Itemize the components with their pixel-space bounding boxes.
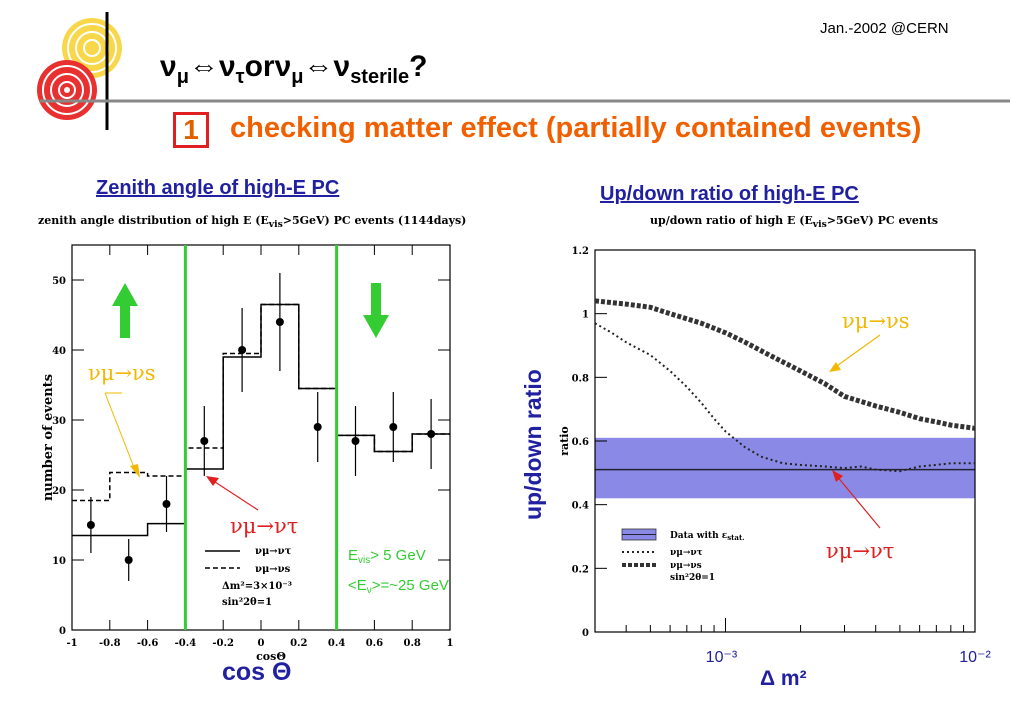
histogram-numu-nus: [72, 303, 450, 502]
data-point: [427, 430, 436, 438]
down-arrow-icon: [363, 283, 389, 338]
data-error-band: [595, 437, 975, 499]
data-point: [124, 556, 133, 564]
right-y-title: up/down ratio: [520, 369, 546, 520]
data-point: [351, 437, 360, 445]
annot-arrow-line: [104, 392, 136, 471]
curve-numu-nus: [594, 298, 976, 431]
x-axis-label: cosΘ: [256, 650, 286, 663]
data-point: [238, 346, 247, 354]
annotation-numu-nus: νμ→νs: [88, 361, 156, 385]
y-tick-label: 0: [59, 626, 66, 637]
right-caption: up/down ratio of high E (Evis>5GeV) PC e…: [650, 214, 939, 231]
x-tick-label: -0.2: [212, 638, 234, 649]
y-tick-label: 10: [52, 556, 66, 567]
up-arrow-icon: [112, 283, 138, 338]
y-tick-label: 0.4: [572, 501, 589, 512]
down-arrow-shaft: [371, 283, 381, 317]
left-caption: zenith angle distribution of high E (Evi…: [38, 214, 467, 231]
annot-tau-arrow-line: [835, 474, 881, 529]
evis-note: Evis> 5 GeV: [348, 547, 426, 566]
x-tick-label: -0.6: [137, 638, 159, 649]
legend-sin2: sin²2θ=1: [670, 573, 715, 583]
up-arrow-shaft: [120, 304, 130, 338]
item-number-box: 1: [173, 112, 209, 148]
x-tick-label: 0.8: [403, 638, 420, 649]
data-point: [86, 521, 95, 529]
y-tick-label: 50: [52, 276, 66, 287]
y-axis-label: ratio: [558, 426, 571, 456]
x-tick-label: 1: [447, 638, 454, 649]
annotation-numu-nutau: νμ→ντ: [230, 514, 298, 538]
y-tick-label: 0.2: [572, 564, 589, 575]
down-arrow-head: [363, 315, 389, 338]
y-tick-label: 0.6: [572, 437, 589, 448]
x-tick-label: 0.2: [290, 638, 307, 649]
y-tick-label: 40: [52, 346, 66, 357]
x-tick-label: -1: [66, 638, 77, 649]
y-axis-label: number of events: [41, 374, 56, 501]
x-tick-label: 10⁻²: [959, 649, 991, 666]
legend-numu-nutau: νμ→ντ: [670, 548, 703, 558]
legend-dm2: Δm²=3×10⁻³: [222, 581, 292, 592]
data-point: [389, 423, 398, 431]
logo-icon: [37, 12, 122, 130]
legend-sin2: sin²2θ=1: [222, 597, 272, 608]
y-tick-label: 0.8: [572, 373, 589, 384]
annot-tau-arrowhead: [206, 476, 219, 486]
x-tick-label: -0.4: [175, 638, 197, 649]
data-point: [200, 437, 209, 445]
data-point: [275, 318, 284, 326]
annot-arrowhead: [130, 464, 140, 478]
x-tick-label: 0.4: [328, 638, 345, 649]
y-tick-label: 1: [582, 310, 589, 321]
legend-numu-nus: νμ→νs: [255, 564, 291, 575]
legend-numu-nutau: νμ→ντ: [255, 546, 292, 557]
y-tick-label: 20: [52, 486, 66, 497]
annot-tau-arrowhead: [832, 470, 843, 482]
left-x-title: cos Θ: [222, 658, 292, 686]
y-tick-label: 30: [52, 416, 66, 427]
left-heading: Zenith angle of high-E PC: [96, 177, 340, 199]
y-tick-label: 1.2: [572, 246, 589, 257]
up-arrow-head: [112, 283, 138, 306]
curve-numu-nutau: [594, 322, 975, 473]
x-tick-label: 0: [258, 638, 265, 649]
y-tick-label: 0: [582, 628, 589, 639]
annot-tau-arrow-line: [211, 479, 259, 511]
legend-numu-nus: νμ→νs: [670, 561, 702, 571]
annot-s-arrow-line: [833, 334, 881, 369]
right-heading: Up/down ratio of high-E PC: [600, 183, 859, 205]
annot-s-arrowhead: [829, 362, 841, 372]
x-tick-label: 10⁻³: [706, 649, 738, 666]
page-subtitle: checking matter effect (partially contai…: [230, 112, 922, 144]
x-tick-label: 0.6: [366, 638, 383, 649]
data-point: [162, 500, 171, 508]
x-tick-label: -0.8: [99, 638, 121, 649]
date-label: Jan.-2002 @CERN: [820, 20, 949, 37]
page-title: νμ⇔ντorνμ⇔νsterile?: [160, 50, 428, 88]
legend-data: Data with εstat.: [670, 531, 745, 542]
x-axis-title: Δ m²: [760, 667, 807, 690]
data-point: [313, 423, 322, 431]
annotation-numu-nus: νμ→νs: [842, 309, 910, 333]
annotation-numu-nutau: νμ→ντ: [826, 539, 894, 563]
enu-note: <Eν>=~25 GeV: [348, 577, 449, 596]
